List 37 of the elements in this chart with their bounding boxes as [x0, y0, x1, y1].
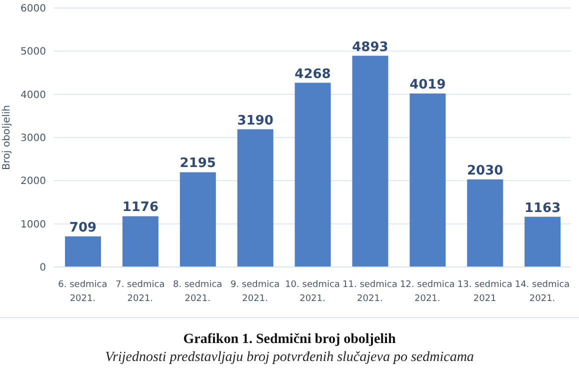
bar [352, 56, 388, 267]
x-tick-label: 12. sedmica 2021. [400, 280, 455, 304]
y-tick-label: 2000 [20, 176, 46, 188]
data-label: 709 [69, 220, 97, 236]
x-tick-label: 10. sedmica 2021. [285, 280, 340, 304]
data-label: 2030 [467, 163, 504, 178]
bar [294, 82, 331, 267]
bar [524, 216, 561, 267]
x-tick-label: 8. sedmica 2021. [173, 280, 222, 304]
y-axis-title: Broj oboljelih [2, 104, 13, 170]
y-tick-label: 4000 [20, 90, 46, 101]
data-label: 4019 [410, 78, 446, 93]
x-tick-label: 11. sedmica 2021. [342, 280, 398, 304]
data-label: 1163 [524, 200, 561, 216]
data-label: 4268 [294, 66, 331, 82]
x-tick-label: 6. sedmica 2021. [58, 280, 108, 304]
text: Grafikon 1. Sedmični broj oboljelih [182, 332, 397, 348]
bar [65, 236, 101, 267]
y-tick-label: 0 [40, 262, 46, 274]
x-tick-label: 7. sedmica 2021. [116, 280, 165, 304]
data-label: 2195 [180, 156, 216, 172]
y-tick-label: 1000 [20, 219, 46, 230]
text: Vrijednosti predstavljaju broj potvrđenih slučajeva po sedmicama [104, 350, 475, 366]
data-label: 3190 [237, 113, 274, 128]
y-tick-label: 3000 [20, 133, 46, 144]
bar [410, 94, 446, 267]
x-tick-label: 13. sedmica 2021 [457, 280, 512, 304]
x-tick-label: 14. sedmica 2021. [514, 280, 570, 304]
bar [180, 172, 216, 267]
y-tick-label: 5000 [20, 46, 46, 58]
data-label: 4893 [352, 40, 388, 55]
bar [122, 216, 158, 267]
bar [467, 179, 504, 267]
data-label: 1176 [122, 200, 159, 216]
y-tick-label: 6000 [20, 4, 46, 15]
bar [237, 129, 274, 267]
x-tick-label: 9. sedmica 2021. [230, 280, 280, 304]
